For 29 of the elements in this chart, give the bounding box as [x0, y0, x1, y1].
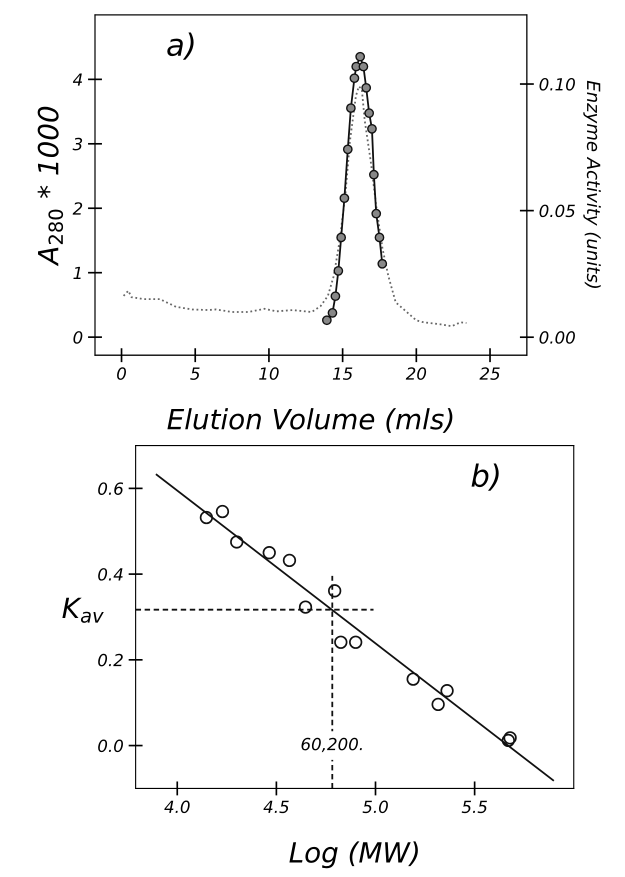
x-tick-label: 4.5	[263, 800, 289, 814]
annotation: 60,200.	[302, 738, 362, 752]
annotation: b)	[472, 463, 499, 491]
y2-tick-label: 0.00	[540, 331, 575, 344]
x-axis-title: Elution Volume (mls)	[167, 408, 452, 433]
y2-tick-label: 0.10	[540, 78, 575, 91]
y-tick-label: 0.6	[98, 482, 124, 495]
y-tick-label: 0.4	[98, 568, 123, 581]
x-tick-label: 4.0	[164, 800, 190, 814]
y-tick-label: 1	[73, 266, 81, 280]
x-tick-label: 5	[190, 368, 200, 380]
y-tick-label: 0	[73, 331, 82, 344]
x-tick-label: 20	[406, 367, 426, 380]
x-axis-title: Log (MW)	[289, 841, 418, 868]
y-tick-label: 0.0	[98, 740, 123, 752]
x-tick-label: 5.0	[362, 800, 388, 814]
y-tick-label: 4	[72, 74, 82, 86]
y-axis-title: A$_{280}$ * 1000	[38, 106, 64, 266]
annotation: a)	[167, 32, 194, 60]
y-tick-label: 2	[72, 202, 82, 215]
x-tick-label: 10	[259, 367, 279, 380]
y2-tick-label: 0.05	[540, 204, 575, 218]
y-axis-title: K$_{av}$	[62, 598, 104, 623]
x-tick-label: 5.5	[462, 800, 487, 814]
y2-axis-title: Enzyme Activity (units)	[583, 80, 601, 288]
x-tick-label: 25	[479, 367, 500, 380]
y-tick-label: 3	[72, 138, 82, 150]
y-tick-label: 0.2	[98, 654, 123, 666]
x-tick-label: 15	[332, 368, 352, 380]
